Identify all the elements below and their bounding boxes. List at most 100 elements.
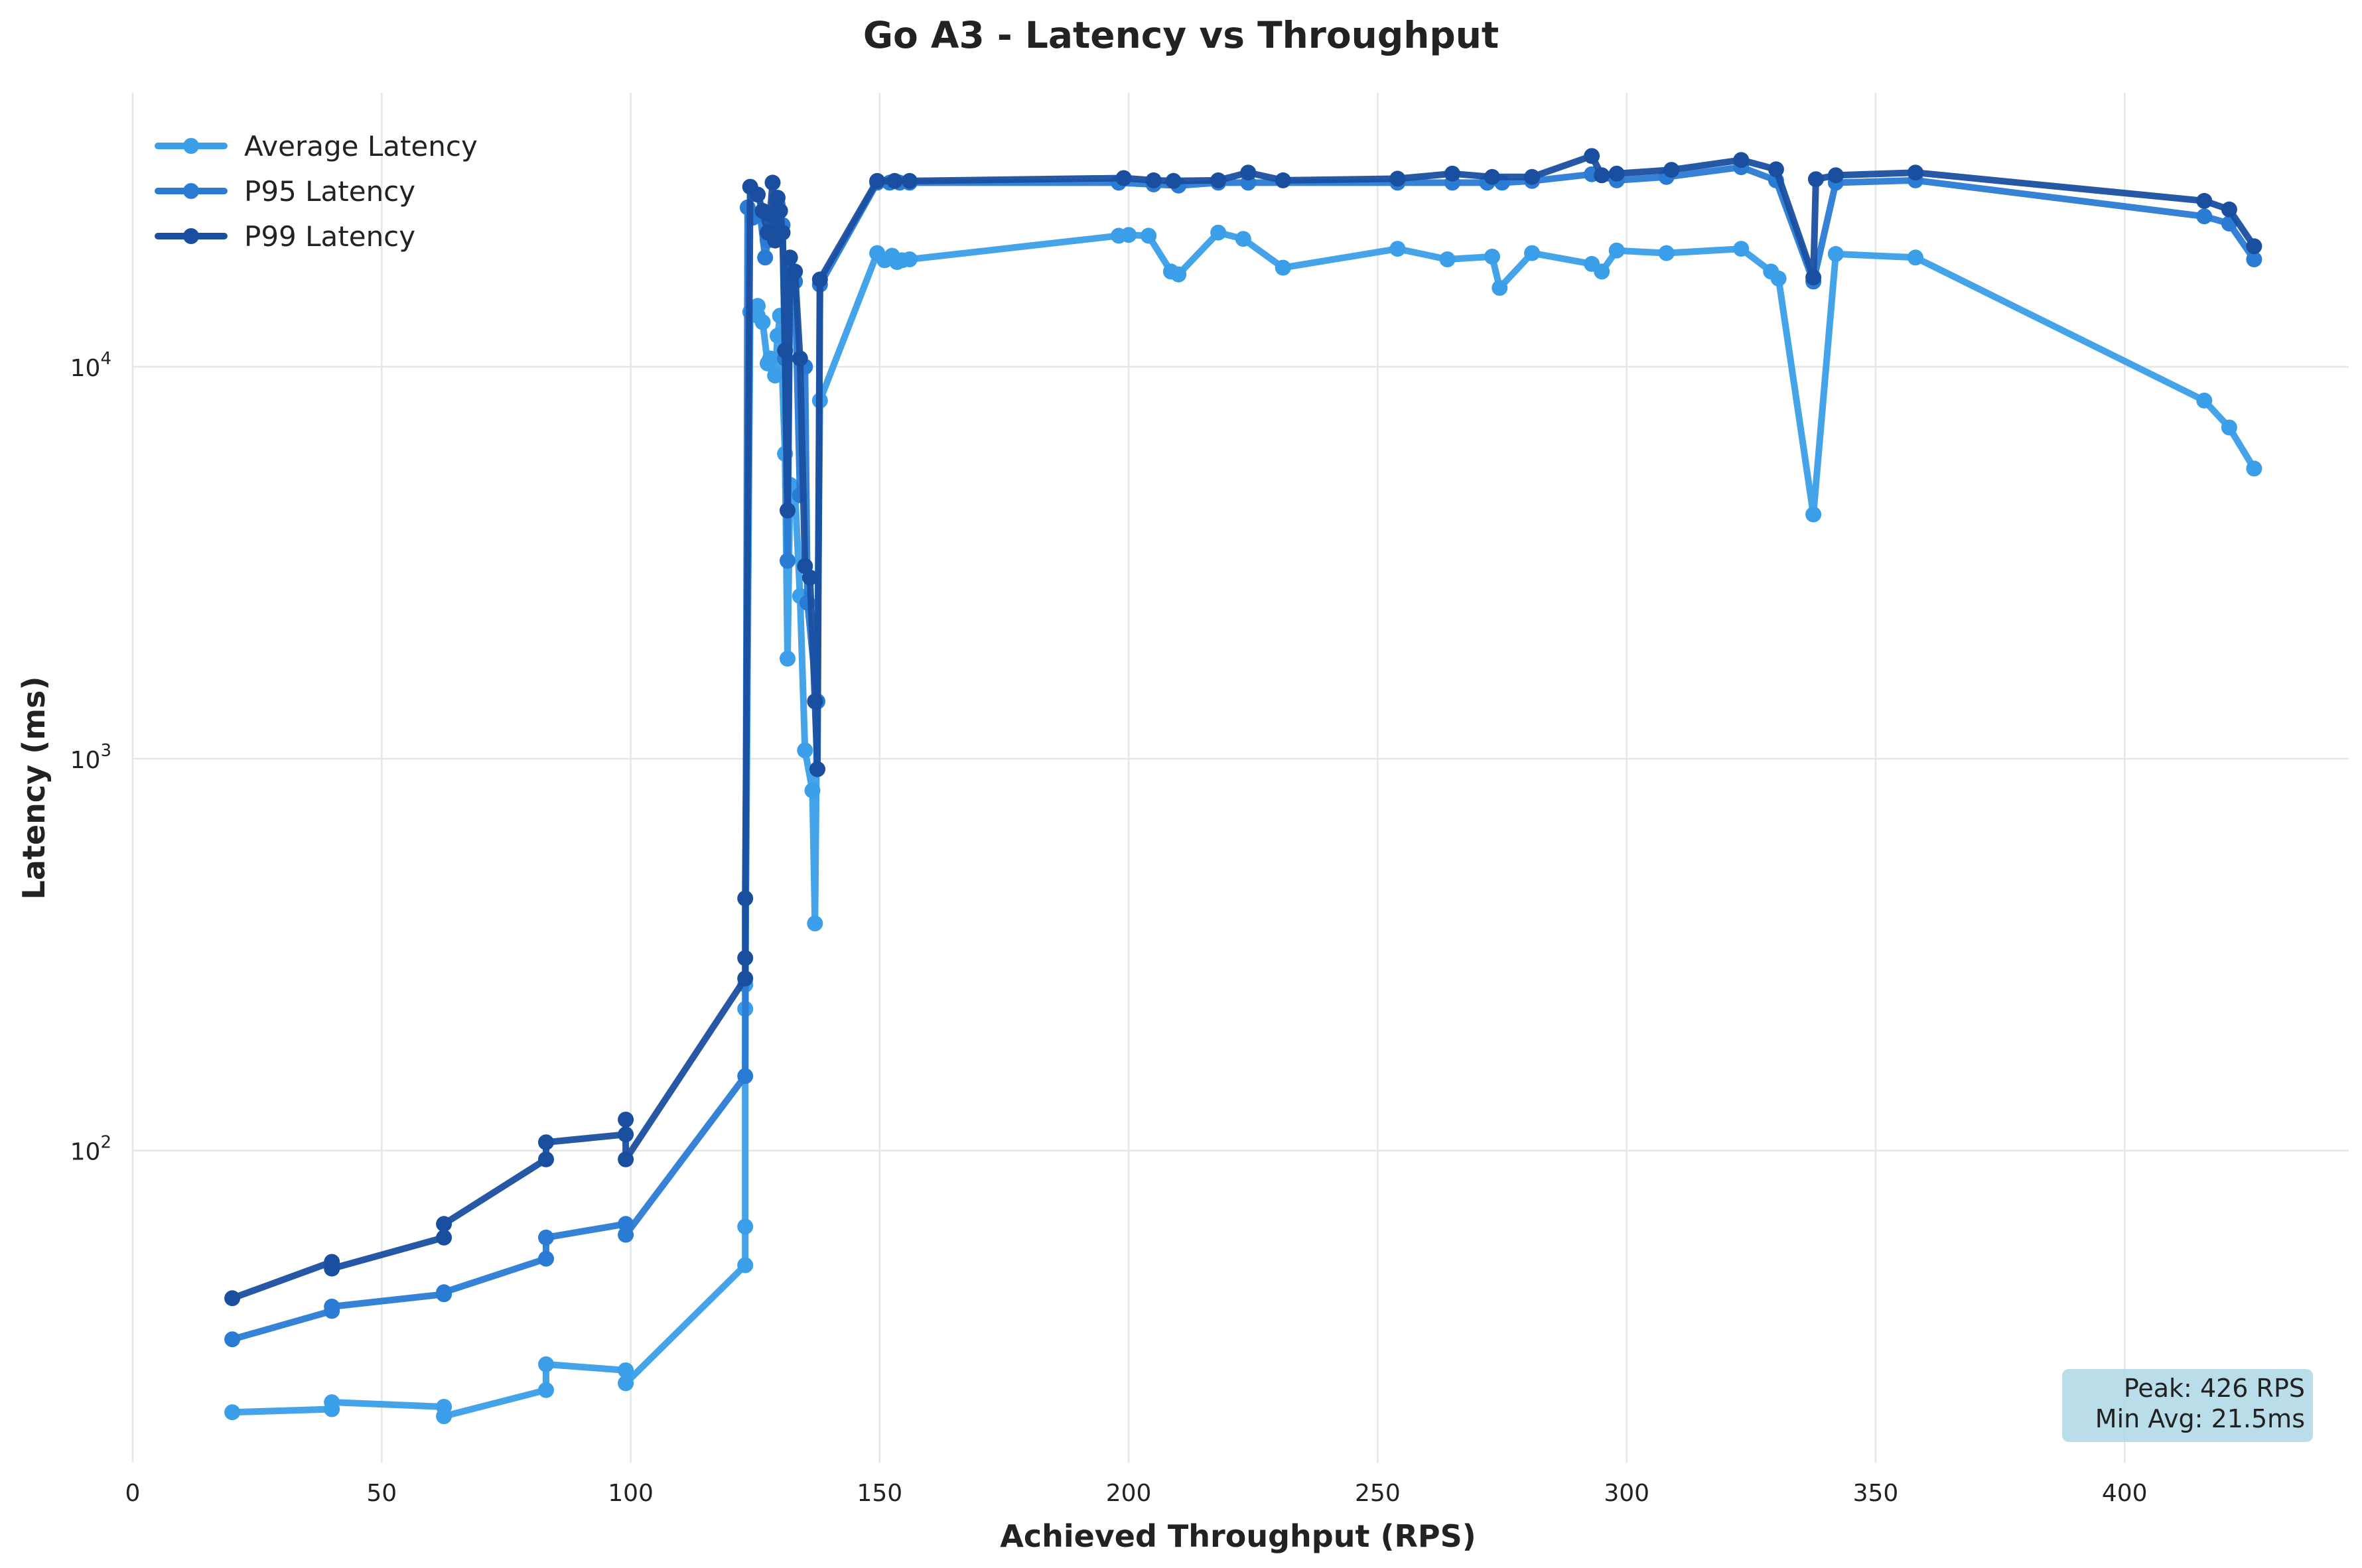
x-tick-label: 0 <box>125 1480 141 1507</box>
data-point <box>737 970 754 987</box>
data-point <box>2246 460 2262 477</box>
data-point <box>538 1356 554 1372</box>
data-point <box>1444 165 1460 182</box>
data-point <box>1608 242 1625 259</box>
data-point <box>2196 208 2213 225</box>
legend-label: P99 Latency <box>244 220 415 253</box>
data-point <box>1240 164 1257 181</box>
data-point <box>869 172 886 189</box>
data-point <box>436 1284 452 1301</box>
data-point <box>1827 167 1844 184</box>
data-point <box>757 249 774 266</box>
data-point <box>1145 172 1162 188</box>
data-point <box>436 1229 452 1246</box>
x-tick-label: 350 <box>1853 1480 1899 1507</box>
data-point <box>1827 245 1844 262</box>
data-point <box>538 1250 554 1267</box>
x-tick-label: 150 <box>857 1480 902 1507</box>
data-point <box>804 782 821 799</box>
data-point <box>618 1151 634 1167</box>
data-point <box>737 950 754 966</box>
data-point <box>2246 251 2262 267</box>
y-tick-labels: 102 103 104 <box>70 349 111 1166</box>
data-point <box>737 1257 754 1274</box>
data-point <box>1805 269 1822 286</box>
data-point <box>792 350 808 367</box>
legend-marker <box>183 228 199 244</box>
data-point <box>764 174 781 191</box>
data-point <box>774 224 791 241</box>
legend-item: P95 Latency <box>155 175 415 208</box>
data-point <box>737 1068 754 1084</box>
data-point <box>1389 241 1406 257</box>
series-p99-latency <box>224 148 2262 1307</box>
data-point <box>1733 241 1750 257</box>
data-point <box>324 1260 340 1277</box>
grid <box>131 93 2349 1463</box>
data-point <box>1663 162 1680 178</box>
data-point <box>618 1112 634 1128</box>
data-point <box>1235 231 1251 247</box>
data-point <box>1908 164 1923 181</box>
data-point <box>809 761 825 777</box>
data-point <box>1524 245 1541 261</box>
data-point <box>737 1218 754 1235</box>
data-point <box>1484 248 1500 265</box>
data-point <box>618 1226 634 1243</box>
data-point <box>2196 192 2213 209</box>
data-point <box>1389 170 1406 187</box>
data-point <box>780 553 796 569</box>
data-point <box>224 1331 241 1348</box>
data-point <box>807 915 823 932</box>
data-point <box>886 172 903 189</box>
y-axis-label: Latency (ms) <box>16 677 52 900</box>
data-point <box>772 202 788 219</box>
series-layer <box>224 148 2262 1425</box>
data-point <box>737 890 754 907</box>
data-point <box>1492 280 1508 296</box>
data-point <box>618 1126 634 1143</box>
data-point <box>1908 249 1923 266</box>
data-point <box>782 249 798 266</box>
data-point <box>1275 172 1291 188</box>
data-point <box>1733 152 1750 168</box>
data-point <box>1115 170 1132 186</box>
data-point <box>777 342 794 359</box>
data-point <box>2246 238 2262 255</box>
data-point <box>1807 171 1824 188</box>
x-tick-label: 100 <box>608 1480 654 1507</box>
data-point <box>618 1362 634 1378</box>
data-point <box>1210 172 1227 188</box>
data-point <box>538 1151 554 1167</box>
data-point <box>1275 259 1291 276</box>
data-point <box>797 742 813 759</box>
y-tick-label: 104 <box>70 349 111 382</box>
legend-marker <box>183 183 199 199</box>
data-point <box>1768 161 1784 178</box>
data-point <box>1608 165 1625 182</box>
data-point <box>1210 224 1227 241</box>
x-tick-labels: 0 50 100 150 200 250 300 350 400 <box>125 1480 2148 1507</box>
data-point <box>770 190 786 206</box>
data-point <box>618 1375 634 1392</box>
data-point <box>780 651 796 667</box>
legend: Average Latency P95 Latency P99 Latency <box>155 130 478 253</box>
data-point <box>750 186 766 203</box>
data-point <box>901 172 918 189</box>
chart-title: Go A3 - Latency vs Throughput <box>863 14 1499 56</box>
legend-label: P95 Latency <box>244 175 415 208</box>
data-point <box>1439 251 1456 267</box>
data-point <box>538 1382 554 1398</box>
data-point <box>538 1134 554 1151</box>
y-tick-label: 102 <box>70 1133 111 1166</box>
data-point <box>1594 167 1610 184</box>
data-point <box>762 350 778 367</box>
data-point <box>1524 168 1541 185</box>
data-point <box>1770 270 1787 287</box>
annotation-line-peak: Peak: 426 RPS <box>2124 1374 2305 1403</box>
y-tick-label: 103 <box>70 741 111 774</box>
data-point <box>436 1408 452 1425</box>
data-point <box>754 314 771 330</box>
data-point <box>2221 201 2237 218</box>
